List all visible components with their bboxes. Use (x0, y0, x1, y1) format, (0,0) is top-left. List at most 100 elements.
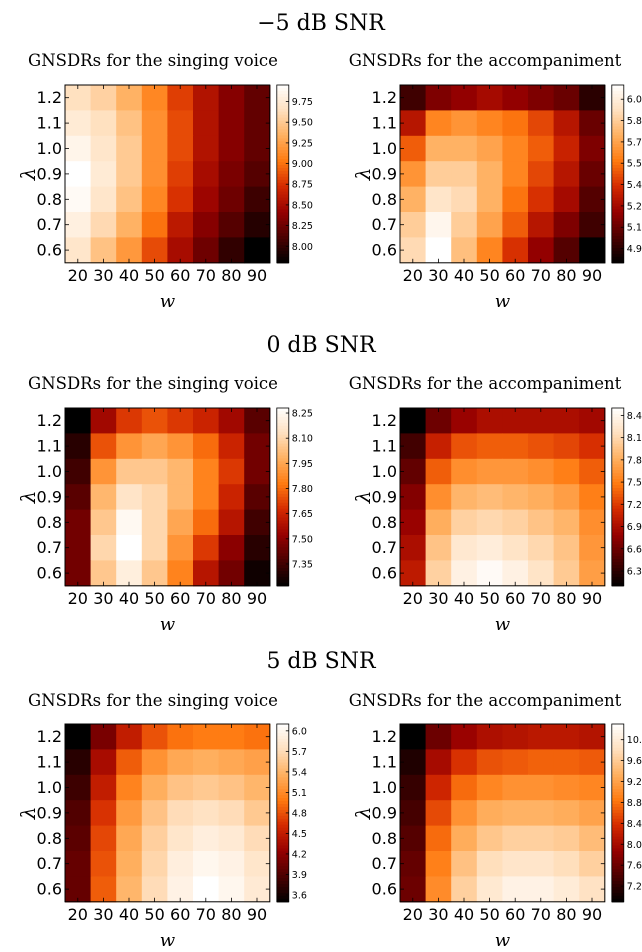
colorbar-strip (611, 126, 624, 131)
colorbar-strip (276, 102, 289, 107)
heatmap-cell (167, 535, 194, 561)
y-tick-label: 0.9 (37, 803, 62, 822)
heatmap-cell (193, 85, 220, 111)
colorbar-strip (276, 726, 289, 731)
colorbar-tick-label: 3.6 (292, 890, 307, 901)
heatmap-cell (116, 749, 143, 776)
colorbar-strip (276, 889, 289, 894)
heatmap-cell (502, 800, 529, 827)
colorbar-strip (276, 732, 289, 737)
y-tick-label: 0.6 (372, 880, 397, 899)
heatmap-cell (167, 433, 194, 460)
colorbar-strip (276, 197, 289, 202)
x-tick-label: 20 (68, 266, 88, 285)
heatmap-cell (193, 825, 220, 852)
heatmap-cell (528, 408, 555, 434)
colorbar-strip (276, 440, 289, 445)
x-tick-label: 80 (221, 589, 241, 608)
heatmap-cell (193, 535, 220, 561)
heatmap-cell (167, 509, 194, 536)
heatmap-cell (502, 85, 529, 111)
panel-title: GNSDRs for the singing voice (28, 374, 278, 393)
colorbar-strip (611, 476, 624, 480)
colorbar-strip (611, 801, 624, 805)
colorbar-strip (276, 200, 289, 205)
heatmap-cell (400, 774, 427, 801)
colorbar-strip (276, 173, 289, 178)
colorbar-strip (276, 437, 289, 442)
colorbar-strip (611, 729, 624, 734)
colorbar-strip (276, 96, 289, 101)
colorbar-tick-label: 5.70 (627, 137, 642, 148)
y-tick-label: 1.2 (372, 411, 397, 430)
heatmap-cell (502, 825, 529, 852)
colorbar-strip (611, 732, 624, 737)
heatmap-cell (116, 433, 143, 460)
colorbar-tick-label: 7.80 (292, 484, 313, 495)
y-axis-label: λ (16, 807, 40, 821)
heatmap-cell (400, 408, 427, 434)
heatmap-cell (502, 509, 529, 536)
y-tick-label: 0.6 (372, 564, 397, 583)
x-tick-label: 60 (170, 905, 190, 924)
y-tick-label: 0.9 (37, 487, 62, 506)
colorbar-tick-label: 8.4 (627, 819, 642, 830)
heatmap-cell (141, 458, 168, 485)
y-tick-label: 1.2 (372, 727, 397, 746)
heatmap-cell (502, 212, 529, 238)
y-tick-label: 0.9 (372, 487, 397, 506)
heatmap-cell (425, 724, 452, 750)
y-tick-label: 0.8 (372, 829, 397, 848)
panel-title: GNSDRs for the singing voice (28, 51, 278, 70)
colorbar-strip (611, 806, 624, 811)
x-axis-label: w (495, 930, 511, 951)
heatmap-cell (528, 724, 555, 750)
colorbar-strip (611, 482, 624, 486)
colorbar-tick-label: 5.1 (292, 788, 307, 799)
heatmap-cell (502, 724, 529, 750)
colorbar-strip (611, 206, 624, 211)
y-tick-label: 0.7 (372, 854, 397, 873)
colorbar-strip (611, 821, 624, 826)
colorbar-strip (611, 200, 624, 205)
colorbar-strip (276, 179, 289, 184)
colorbar-tick-label: 7.65 (292, 509, 313, 520)
heatmap-cell (400, 186, 427, 213)
heatmap-cell (476, 851, 503, 877)
x-tick-label: 80 (556, 589, 576, 608)
heatmap-cell (553, 509, 580, 536)
x-tick-label: 50 (479, 266, 499, 285)
colorbar-strip (276, 185, 289, 190)
heatmap-cell (167, 212, 194, 238)
heatmap-cell (528, 800, 555, 827)
heatmap-cell (116, 85, 143, 111)
y-tick-label: 1.0 (37, 778, 62, 797)
colorbar-strip (611, 544, 624, 548)
y-tick-label: 1.0 (372, 462, 397, 481)
heatmap-cell (193, 749, 220, 776)
colorbar-strip (276, 470, 289, 474)
heatmap-cell (476, 774, 503, 801)
colorbar-tick-label: 4.95 (627, 244, 642, 255)
colorbar-strip (276, 482, 289, 486)
x-tick-label: 80 (556, 266, 576, 285)
colorbar-strip (276, 818, 289, 823)
colorbar-strip (611, 765, 624, 770)
x-tick-label: 20 (403, 905, 423, 924)
heatmap-cell (167, 458, 194, 485)
heatmap-cell (451, 749, 478, 776)
heatmap-cell (90, 110, 117, 137)
colorbar-strip (276, 795, 289, 799)
heatmap-cell (502, 484, 529, 511)
colorbar-strip (276, 559, 289, 563)
heatmap-panel-6: GNSDRs for the accompaniment 20 30 40 50 60 70… (349, 691, 642, 951)
colorbar-strip (611, 123, 624, 128)
heatmap-cell (65, 484, 92, 511)
heatmap-cell (528, 749, 555, 776)
colorbar-tick-label: 10.0 (627, 735, 642, 746)
colorbar-strip (276, 744, 289, 749)
heatmap-cell (553, 484, 580, 511)
colorbar-strip (276, 108, 289, 113)
colorbar-strip (276, 753, 289, 758)
colorbar-strip (611, 156, 624, 160)
